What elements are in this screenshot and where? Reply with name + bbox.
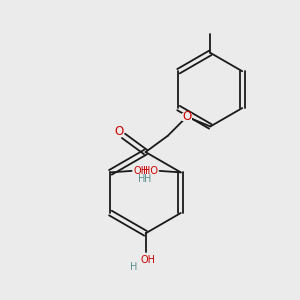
Text: OH: OH (133, 166, 148, 176)
Text: HO: HO (143, 166, 158, 176)
Text: O: O (115, 125, 124, 138)
Text: H: H (130, 262, 137, 272)
Text: H: H (143, 174, 151, 184)
Text: OH: OH (140, 255, 155, 266)
FancyBboxPatch shape (114, 127, 124, 136)
FancyBboxPatch shape (182, 112, 192, 121)
Text: H: H (138, 174, 146, 184)
Text: O: O (182, 110, 191, 123)
